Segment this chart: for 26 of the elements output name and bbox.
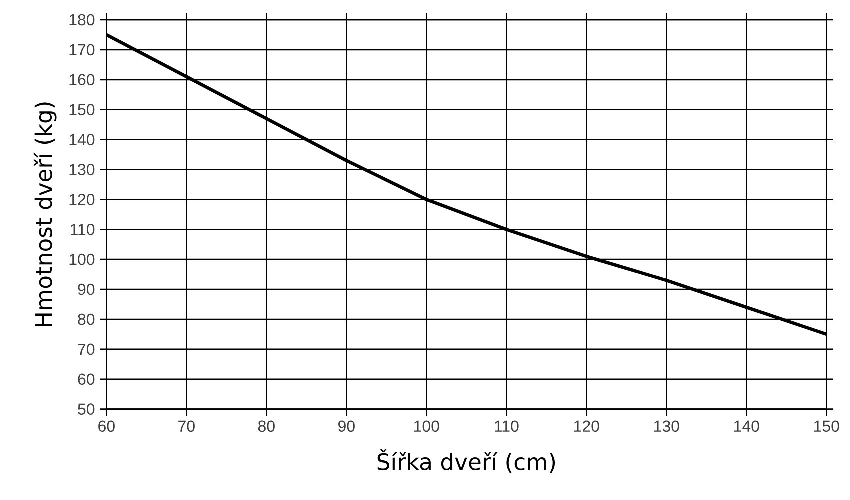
x-tick-label: 80: [258, 420, 275, 432]
y-tick-label: 70: [78, 344, 95, 356]
y-tick-label: 140: [70, 134, 95, 146]
y-tick-label: 90: [78, 284, 95, 296]
y-tick-label: 110: [70, 224, 95, 236]
x-tick-label: 150: [814, 420, 840, 432]
x-tick-label: 60: [98, 420, 115, 432]
y-tick-label: 80: [78, 314, 95, 326]
x-tick-label: 130: [654, 420, 680, 432]
x-tick-label: 140: [734, 420, 760, 432]
x-tick-label: 120: [574, 420, 600, 432]
x-axis-title: Šířka dveří (cm): [378, 449, 556, 474]
y-tick-label: 120: [70, 194, 95, 206]
x-tick-label: 110: [495, 420, 519, 432]
x-tick-label: 90: [338, 420, 355, 432]
y-tick-label: 50: [78, 404, 95, 415]
x-tick-label: 70: [178, 420, 195, 432]
y-tick-label: 60: [78, 374, 95, 386]
y-tick-label: 160: [70, 74, 95, 86]
y-tick-label: 150: [70, 104, 95, 116]
y-tick-label: 180: [70, 14, 95, 26]
y-tick-label: 170: [70, 44, 95, 56]
y-tick-label: 130: [70, 164, 95, 176]
x-tick-label: 100: [414, 420, 440, 432]
y-tick-label: 100: [70, 254, 95, 266]
y-axis-title: Hmotnost dveří (kg): [34, 102, 57, 326]
